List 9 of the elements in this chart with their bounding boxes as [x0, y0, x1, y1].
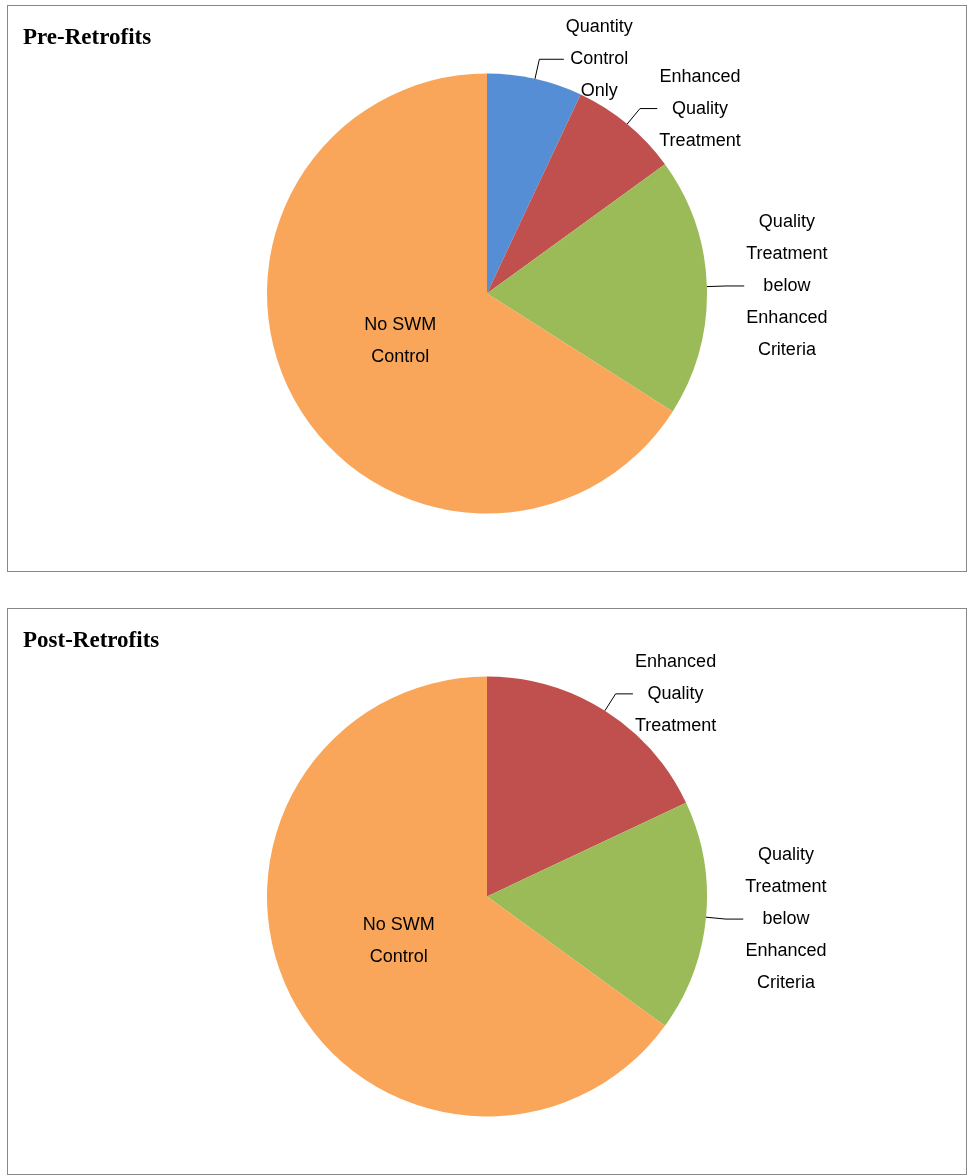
chart-title: Post-Retrofits — [23, 627, 160, 653]
slice-label: Quality Treatment below Enhanced Criteria — [745, 844, 827, 993]
chart-title: Pre-Retrofits — [23, 24, 152, 50]
slice-label: Enhanced Quality Treatment — [634, 650, 717, 735]
slice-label: No SWM Control — [364, 314, 437, 367]
slice-label: Quantity Control Only — [565, 16, 633, 101]
slice-label: Quality Treatment below Enhanced Criteria — [746, 210, 828, 359]
slice-label: Enhanced Quality Treatment — [659, 65, 741, 150]
slice-label: No SWM Control — [362, 914, 435, 967]
